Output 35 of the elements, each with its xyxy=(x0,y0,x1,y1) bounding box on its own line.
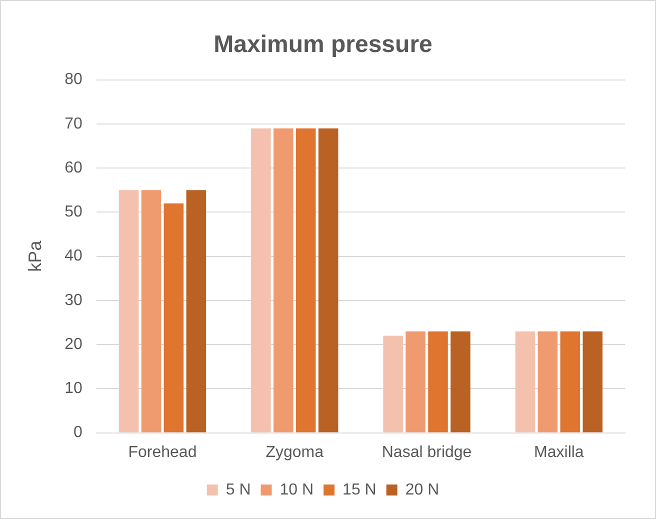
legend-label: 20 N xyxy=(405,481,440,498)
bar xyxy=(274,128,294,432)
y-tick-label: 10 xyxy=(64,380,82,398)
bar xyxy=(118,190,139,432)
bar xyxy=(164,203,184,432)
legend-label: 5 N xyxy=(226,481,251,498)
y-tick-label: 30 xyxy=(64,292,82,309)
y-tick-label: 70 xyxy=(64,115,82,132)
legend-label: 10 N xyxy=(280,481,314,498)
legend-label: 15 N xyxy=(342,481,376,498)
chart-title: Maximum pressure xyxy=(214,31,432,58)
y-tick-label: 60 xyxy=(64,159,82,176)
bar xyxy=(186,190,206,432)
x-tick-label: Nasal bridge xyxy=(382,444,472,461)
bar xyxy=(318,128,338,432)
bar xyxy=(582,331,603,432)
bar xyxy=(450,331,470,432)
y-tick-label: 40 xyxy=(64,248,82,265)
bar xyxy=(560,331,580,432)
x-tick-label: Maxilla xyxy=(534,444,584,461)
x-tick-label: Zygoma xyxy=(266,444,324,461)
bar xyxy=(515,331,536,432)
y-tick-label: 80 xyxy=(64,71,82,88)
bar xyxy=(251,128,271,432)
bar xyxy=(383,336,403,432)
y-tick-label: 50 xyxy=(64,204,82,221)
bar xyxy=(538,331,558,432)
bar xyxy=(406,331,426,432)
y-tick-label: 20 xyxy=(64,336,82,353)
x-tick-label: Forehead xyxy=(128,444,197,461)
y-axis-title: kPa xyxy=(24,240,45,272)
bar xyxy=(428,331,448,432)
y-tick-label: 0 xyxy=(73,424,82,442)
bar xyxy=(141,190,162,432)
bar xyxy=(296,128,316,432)
